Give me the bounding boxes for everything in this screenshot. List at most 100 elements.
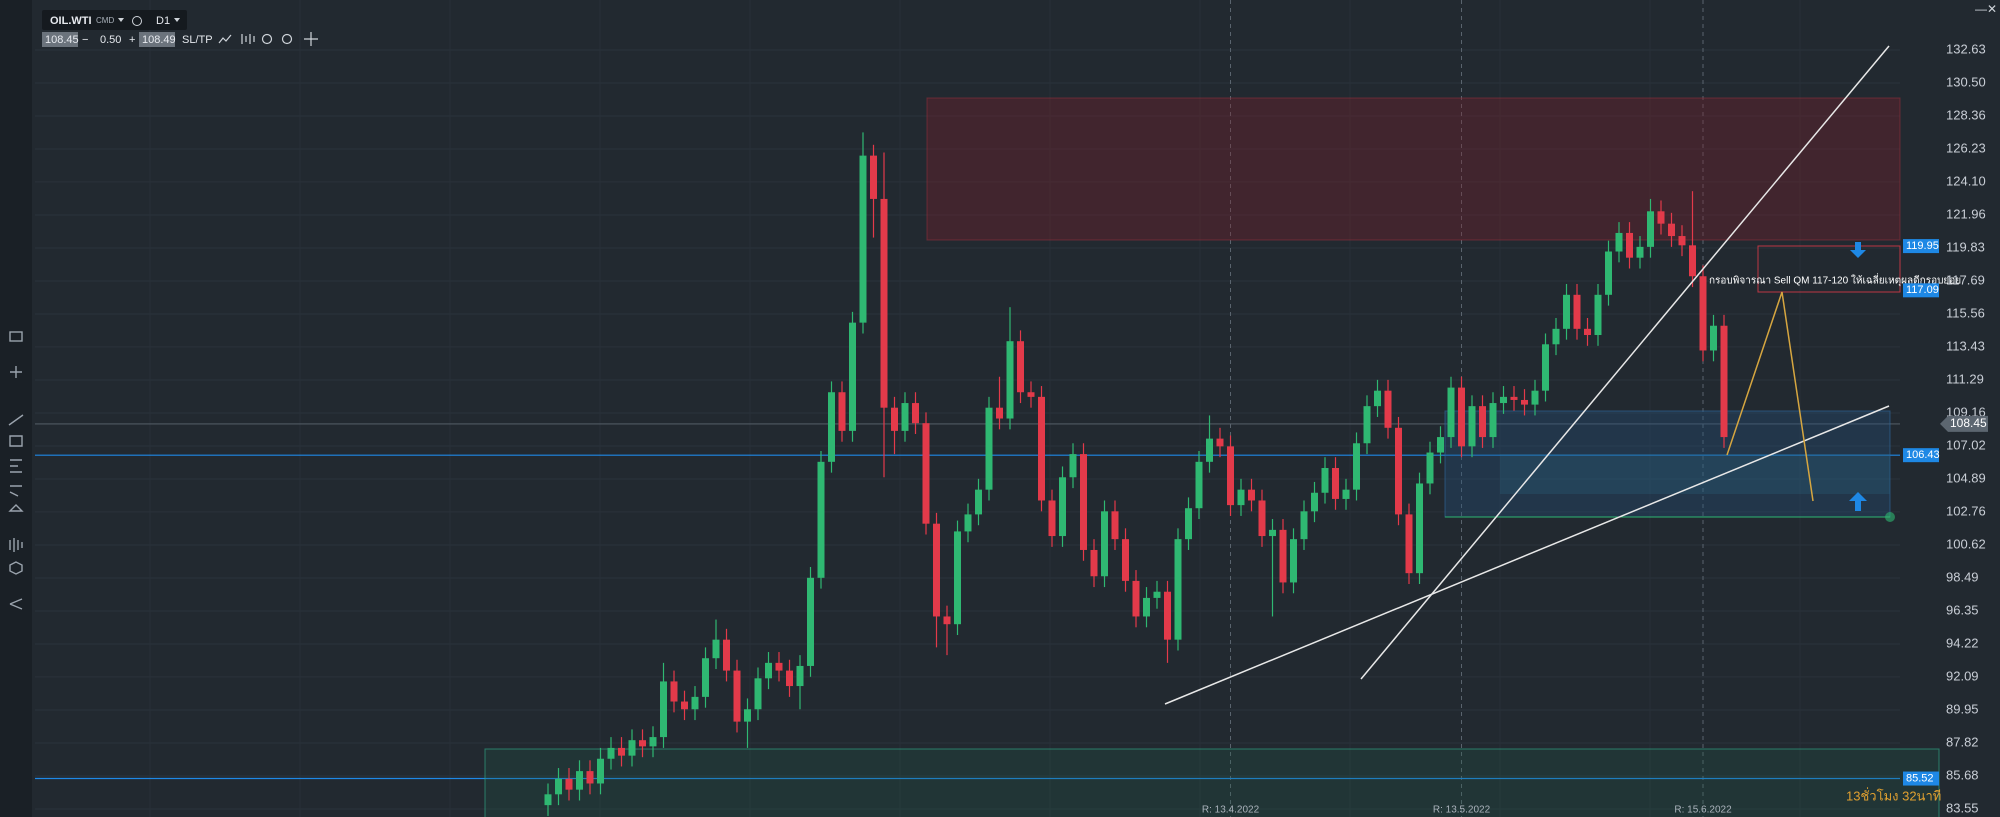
price-tag-label: 117.09 [1906, 284, 1939, 296]
y-tick-label: 89.95 [1946, 701, 1979, 716]
candle-body [618, 747, 625, 756]
y-tick-label: 100.62 [1946, 536, 1986, 551]
candle-body [954, 531, 961, 625]
candle-body [1164, 591, 1171, 640]
sell-box [1757, 245, 1901, 293]
candle-body [1132, 580, 1140, 617]
candle-body [1353, 443, 1360, 490]
candle-body [1216, 438, 1224, 447]
demand-zone [1444, 410, 1891, 518]
candle-body [838, 392, 846, 431]
candle-body [1101, 511, 1108, 577]
y-tick-label: 113.43 [1946, 338, 1985, 353]
timeframe[interactable]: D1 [156, 15, 170, 27]
buy-arrow [1849, 492, 1867, 511]
minus[interactable]: − [82, 34, 88, 46]
candle-body [1269, 529, 1276, 537]
trendline[interactable] [1164, 405, 1890, 705]
candle-body [975, 489, 982, 515]
left-tools[interactable] [8, 331, 24, 610]
candle-body [1300, 511, 1308, 540]
price-tag-label: 106.43 [1906, 449, 1940, 461]
dropdown[interactable] [118, 18, 124, 22]
candle-body [544, 794, 552, 806]
candle-body [1206, 438, 1213, 462]
candle-body [1437, 437, 1444, 453]
ask: 108.49 [142, 34, 176, 46]
candle-body [1143, 597, 1150, 617]
dropdown[interactable] [174, 18, 180, 22]
candle-body [754, 678, 762, 710]
candle-body [1668, 223, 1675, 237]
candle-body [733, 670, 741, 722]
candles [544, 132, 1728, 816]
candle-body [1069, 454, 1077, 478]
candle-body [744, 709, 751, 722]
candle-body [1384, 390, 1392, 428]
candle-body [912, 403, 919, 424]
candle-body [1542, 344, 1549, 391]
y-tick-label: 128.36 [1946, 107, 1986, 122]
volume[interactable]: 0.50 [100, 34, 121, 46]
bid-box[interactable] [42, 32, 78, 47]
plus[interactable]: + [129, 34, 135, 46]
candle-body [1258, 500, 1266, 537]
ask-box[interactable] [139, 32, 175, 47]
candle-body [1153, 591, 1161, 598]
y-tick-label: 111.29 [1946, 371, 1984, 386]
zone-handle[interactable] [1885, 512, 1895, 522]
sltp[interactable]: SL/TP [182, 34, 213, 46]
candle-body [786, 670, 793, 687]
candle-body [1416, 483, 1423, 574]
y-tick-label: 117.69 [1946, 272, 1985, 287]
left-toolbar [0, 0, 32, 817]
candle-body [1699, 276, 1707, 351]
y-tick-label: 124.10 [1946, 173, 1986, 188]
grid [35, 0, 1900, 817]
candle-body [691, 696, 699, 710]
candle-body [586, 771, 594, 784]
candle-body [796, 665, 804, 687]
candle-body [1657, 211, 1665, 224]
y-tick-label: 92.09 [1946, 668, 1979, 683]
y-tick-label: 98.49 [1946, 569, 1979, 584]
candle-body [1510, 396, 1518, 400]
candle-body [1374, 390, 1381, 407]
y-tick-label: 104.89 [1946, 470, 1986, 485]
candle-body [1489, 403, 1497, 438]
annotation: กรอบพิจารณา Sell QM 117-120 ให้เฉลี่ยเหต… [1709, 273, 1961, 287]
info-icon[interactable] [132, 16, 142, 26]
candle-body [576, 771, 583, 790]
candle-body [1017, 341, 1024, 393]
candle-body [712, 639, 720, 659]
candle-body [880, 198, 888, 408]
candle-body [1468, 406, 1476, 447]
trendline[interactable] [1360, 45, 1890, 680]
candle-body [1248, 489, 1255, 501]
candle-body [670, 681, 678, 702]
chart-tools[interactable] [218, 32, 318, 46]
candle-body [702, 658, 709, 697]
symbol-bar[interactable] [42, 10, 187, 30]
candle-body [649, 737, 657, 747]
window-controls[interactable]: —✕ [1975, 2, 1997, 16]
y-tick-label: 85.68 [1946, 767, 1979, 782]
candle-body [1363, 406, 1371, 444]
candle-body [607, 747, 615, 759]
y-tick-label: 126.23 [1946, 140, 1986, 155]
candle-body [1678, 236, 1686, 246]
candle-body [1048, 500, 1056, 537]
candle-body [1332, 468, 1339, 499]
price-axis: 132.63 130.50 128.36 126.23 124.10 121.96 119.… [1202, 41, 1988, 816]
price-tag-label: 119.95 [1906, 240, 1939, 252]
candle-body [1573, 294, 1581, 329]
sell-arrow [1850, 242, 1866, 258]
candle-body [1647, 211, 1654, 247]
candle-body [817, 461, 825, 578]
candle-body [1174, 539, 1182, 640]
projection-path[interactable] [1726, 291, 1814, 502]
candle-body [1710, 325, 1717, 351]
bid: 108.45 [45, 34, 79, 46]
y-tick-label: 94.22 [1946, 635, 1979, 650]
